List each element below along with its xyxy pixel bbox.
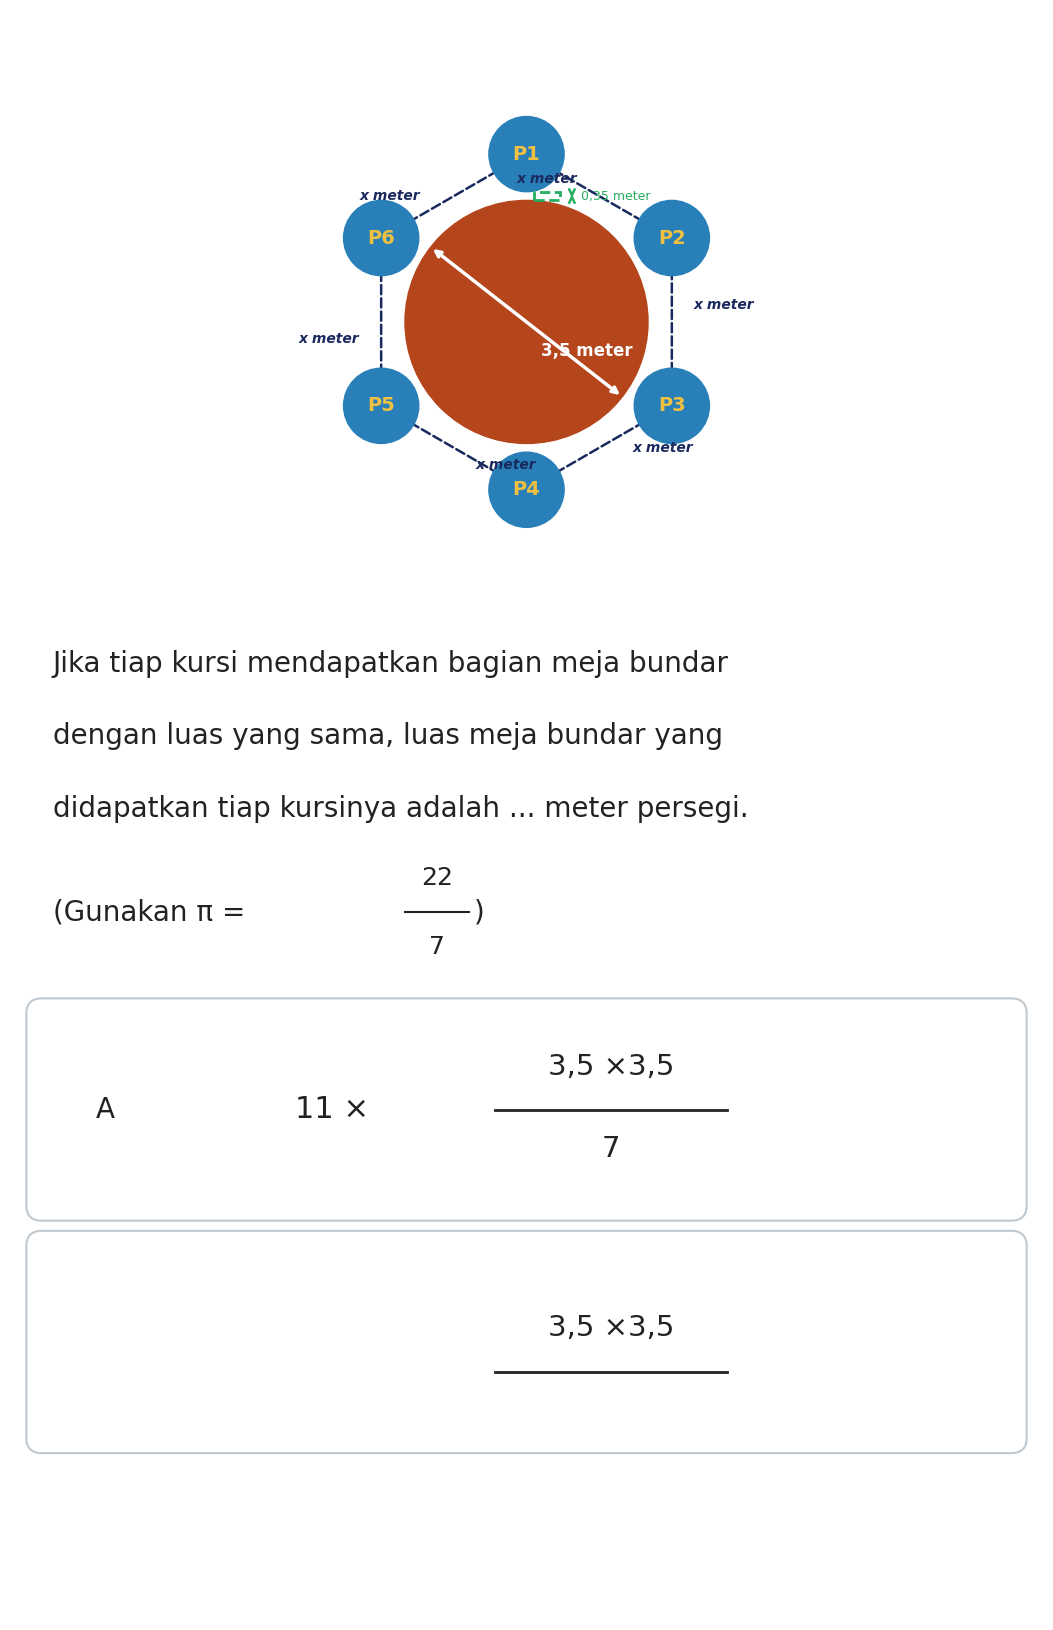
Text: x meter: x meter <box>694 298 754 311</box>
Text: P5: P5 <box>367 396 395 416</box>
Circle shape <box>489 452 564 528</box>
Text: ): ) <box>474 898 484 926</box>
Text: P3: P3 <box>658 396 686 416</box>
Circle shape <box>405 200 648 443</box>
Text: P2: P2 <box>658 228 686 248</box>
Text: didapatkan tiap kursinya adalah ... meter persegi.: didapatkan tiap kursinya adalah ... mete… <box>53 795 749 823</box>
Text: x meter: x meter <box>360 189 420 204</box>
Text: 3,5 ×3,5: 3,5 ×3,5 <box>548 1053 674 1081</box>
Text: x meter: x meter <box>633 440 693 455</box>
Text: (Gunakan π =: (Gunakan π = <box>53 898 254 926</box>
Circle shape <box>634 200 710 275</box>
Text: x meter: x meter <box>299 333 359 346</box>
Text: 3,5 meter: 3,5 meter <box>541 342 633 360</box>
Text: 11 ×: 11 × <box>295 1095 369 1125</box>
FancyBboxPatch shape <box>26 1231 1027 1454</box>
Text: Jika tiap kursi mendapatkan bagian meja bundar: Jika tiap kursi mendapatkan bagian meja … <box>53 650 729 678</box>
Text: 0,35 meter: 0,35 meter <box>580 189 650 202</box>
Text: x meter: x meter <box>476 458 536 473</box>
Text: A: A <box>96 1095 115 1123</box>
Text: 3,5 ×3,5: 3,5 ×3,5 <box>548 1314 674 1341</box>
Circle shape <box>489 116 564 192</box>
Circle shape <box>343 200 419 275</box>
Text: dengan luas yang sama, luas meja bundar yang: dengan luas yang sama, luas meja bundar … <box>53 722 722 750</box>
FancyBboxPatch shape <box>26 998 1027 1221</box>
Text: P1: P1 <box>513 145 540 163</box>
Text: 7: 7 <box>601 1134 620 1162</box>
Circle shape <box>343 368 419 443</box>
Text: P6: P6 <box>367 228 395 248</box>
Text: P4: P4 <box>513 481 540 499</box>
Text: x meter: x meter <box>517 171 577 186</box>
Text: 22: 22 <box>421 866 453 890</box>
Text: 7: 7 <box>429 934 445 958</box>
Circle shape <box>634 368 710 443</box>
